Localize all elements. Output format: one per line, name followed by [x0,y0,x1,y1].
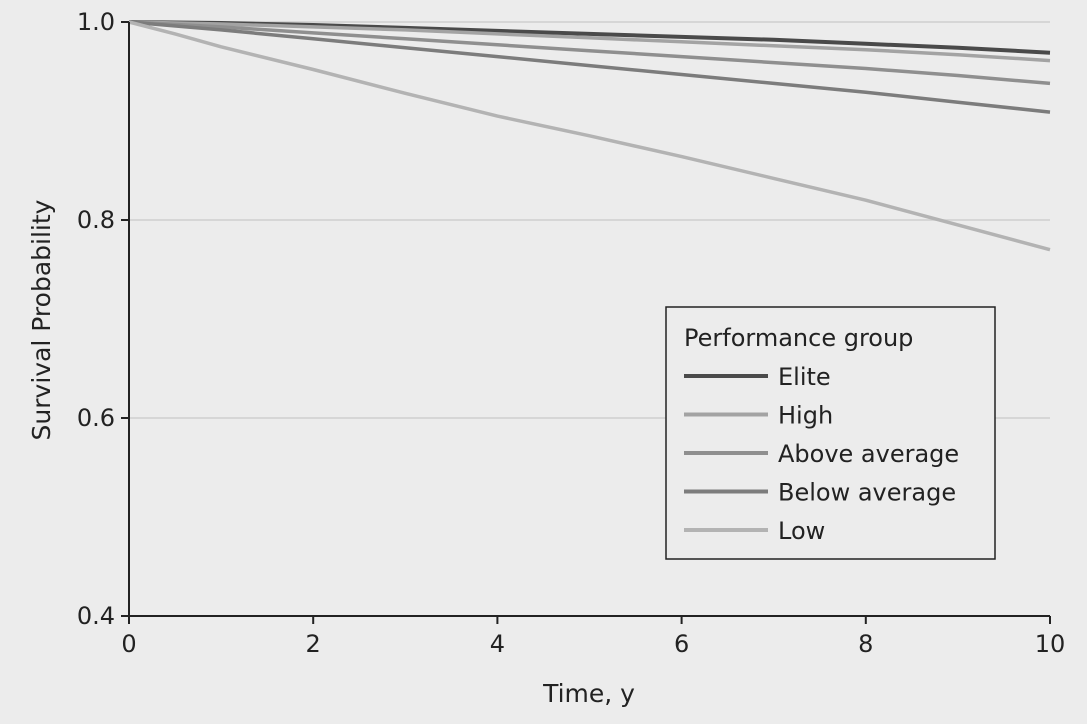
y-tick-label-3: 1.0 [77,8,115,36]
series-line-above-average [128,20,1051,86]
legend: Performance group Elite High Above average… [665,306,996,560]
x-tick-label-5: 10 [1035,630,1066,658]
series-line-low [128,20,1051,252]
series-line-high [128,20,1051,63]
legend-label-low: Low [778,517,825,545]
legend-title: Performance group [684,324,913,352]
y-tick-label-1: 0.6 [77,404,115,432]
x-ticks: 0 2 4 6 8 10 [121,616,1065,658]
x-tick-label-0: 0 [121,630,136,658]
y-axis-title: Survival Probability [27,199,56,440]
x-tick-label-1: 2 [306,630,321,658]
series-lines [128,20,1051,252]
y-tick-label-0: 0.4 [77,602,115,630]
legend-label-elite: Elite [778,363,831,391]
x-tick-label-4: 8 [858,630,873,658]
legend-label-high: High [778,402,833,430]
x-axis-title: Time, y [542,679,635,708]
legend-items: Elite High Above average Below average Low [684,363,959,545]
x-tick-label-2: 4 [490,630,505,658]
legend-label-above-average: Above average [778,440,959,468]
legend-label-below-average: Below average [778,479,956,507]
x-tick-label-3: 6 [674,630,689,658]
legend-box [665,306,996,560]
y-ticks: 0.4 0.6 0.8 1.0 [77,8,129,630]
series-line-below-average [128,20,1051,114]
y-tick-label-2: 0.8 [77,206,115,234]
